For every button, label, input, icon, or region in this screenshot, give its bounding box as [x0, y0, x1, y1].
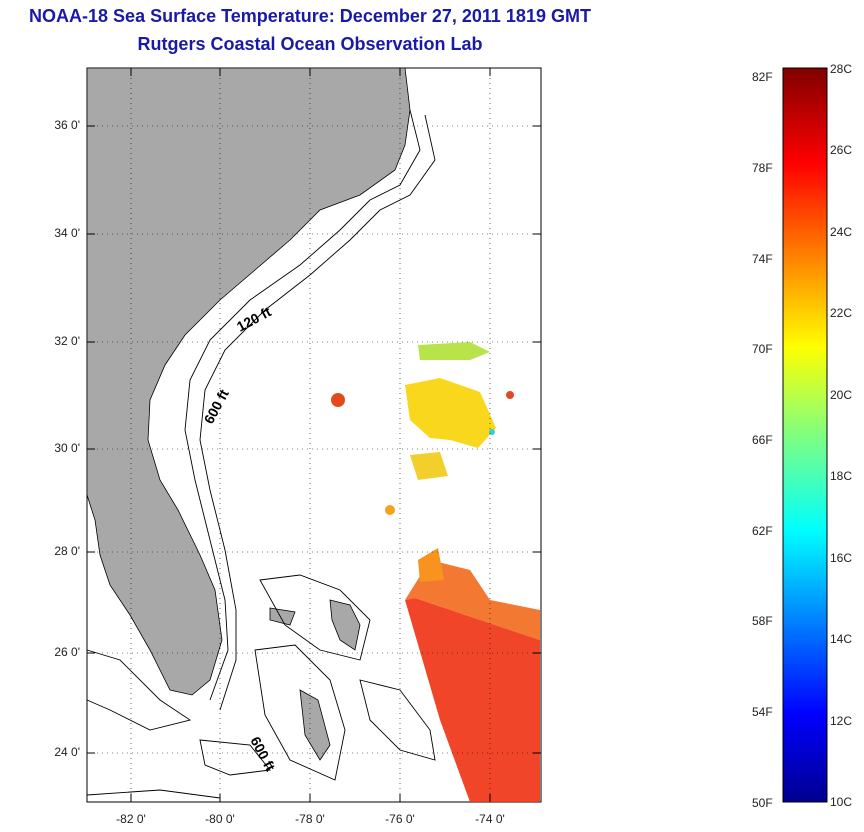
colorbar-c-label: 28C: [830, 62, 853, 76]
colorbar-c-label: 14C: [830, 632, 853, 646]
sst-orange-dot: [385, 505, 395, 515]
map-subtitle: Rutgers Coastal Ocean Observation Lab: [137, 34, 483, 54]
colorbar-c-label: 24C: [830, 225, 853, 239]
colorbar-f-label: 70F: [752, 342, 773, 356]
graticule: [87, 68, 541, 802]
us-coastline-land: [86, 67, 411, 696]
colorbar-c-label: 12C: [830, 714, 853, 728]
colorbar-c-label: 10C: [830, 795, 853, 809]
colorbar-f-label: 66F: [752, 433, 773, 447]
colorbar-c-label: 16C: [830, 551, 853, 565]
lat-label: 28 0': [54, 544, 80, 558]
lat-label: 30 0': [54, 441, 80, 455]
sst-cyan-dots: [418, 342, 490, 360]
lon-label: -82 0': [116, 812, 146, 826]
sst-orange-patch: [418, 548, 444, 582]
colorbar-c-label: 18C: [830, 469, 853, 483]
depth-contours: [86, 109, 436, 799]
colorbar-f-label: 62F: [752, 524, 773, 538]
colorbar-f-label: 82F: [752, 70, 773, 84]
colorbar-f-label: 58F: [752, 614, 773, 628]
sst-yellow-patch-2: [410, 452, 448, 480]
map-title: NOAA-18 Sea Surface Temperature: Decembe…: [29, 6, 591, 26]
colorbar-f-label: 74F: [752, 252, 773, 266]
lon-label: -76 0': [385, 812, 415, 826]
lat-label: 36 0': [54, 118, 80, 132]
colorbar-f-label: 78F: [752, 161, 773, 175]
bahamas-islands: [269, 599, 361, 761]
sst-red-spot: [331, 393, 345, 407]
sst-small-dot: [506, 391, 514, 399]
lat-label: 24 0': [54, 745, 80, 759]
colorbar-c-label: 26C: [830, 143, 853, 157]
colorbar-f-label: 54F: [752, 705, 773, 719]
sst-yellow-patch: [405, 378, 496, 448]
lat-label: 34 0': [54, 226, 80, 240]
lon-label: -78 0': [295, 812, 325, 826]
sst-cyan-spot: [489, 429, 495, 435]
lat-label: 26 0': [54, 645, 80, 659]
colorbar-f-label: 50F: [752, 796, 773, 810]
colorbar-c-label: 20C: [830, 388, 853, 402]
lat-label: 32 0': [54, 334, 80, 348]
frame-ticks: [87, 68, 541, 802]
lon-label: -80 0': [205, 812, 235, 826]
colorbar: [782, 67, 828, 803]
lon-label: -74 0': [475, 812, 505, 826]
sst-warm-band: [405, 598, 540, 802]
colorbar-c-label: 22C: [830, 306, 853, 320]
sst-pixels: [331, 342, 540, 802]
